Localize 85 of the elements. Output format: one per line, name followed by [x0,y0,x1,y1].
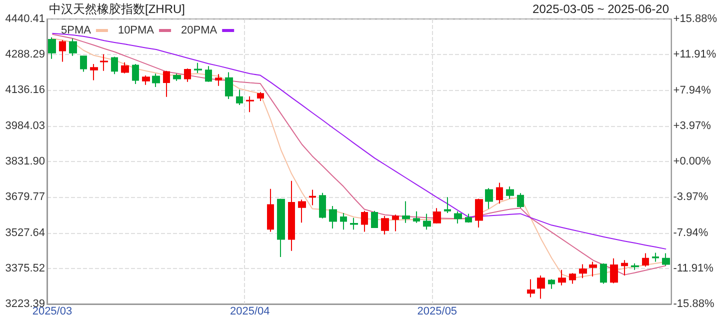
candlestick [579,264,587,279]
y2-tick-label: +0.00% [673,156,712,168]
y-tick-label: 3679.77 [5,191,45,204]
y2-tick-label: +15.88% [673,13,718,25]
y-tick-label: 3527.64 [5,226,45,239]
legend-label: 20PMA [181,24,218,36]
chart-title: 中汉天然橡胶指数[ZHRU] [49,2,185,16]
candlestick [537,275,545,300]
candlestick [485,188,493,210]
candlestick [80,55,87,72]
candlestick [90,64,98,81]
candlestick [277,198,285,258]
y2-tick-label: -3.97% [673,191,708,204]
candlestick [288,180,295,252]
candlestick [475,198,483,228]
y2-tick-label: +7.94% [673,84,712,96]
candlestick [454,210,462,224]
candlestick [631,262,639,270]
candlestick [527,278,535,298]
candlestick [298,199,306,224]
candlestick [569,272,576,284]
candlestick [142,75,150,86]
y-tick-label: 4136.16 [5,84,45,96]
candlestick [152,73,160,88]
candlestick [319,192,326,219]
y-tick-label: 4288.29 [5,48,45,61]
candlestick [163,70,170,98]
candlestick [423,213,431,230]
candlestick [246,96,254,113]
candlestick [600,262,607,284]
candlestick [236,89,243,106]
legend-label: 10PMA [118,24,155,36]
y-tick-label: 3375.52 [5,262,45,274]
candlestick [215,74,222,86]
candlestick [662,252,670,266]
x-tick-label: 2025/04 [230,306,270,318]
candlestick [340,212,347,230]
candlestick [433,208,441,224]
y-tick-label: 3984.03 [5,120,45,132]
candlestick [392,214,399,232]
y2-tick-label: +3.97% [673,120,712,132]
legend-label: 5PMA [60,24,92,36]
candlestick [558,269,566,286]
candlestick [205,66,212,82]
candlestick [413,210,420,224]
candlestick [350,217,358,230]
candlestick [465,213,472,224]
candlestick [309,189,316,206]
candlestick [517,192,524,209]
candlestick [69,38,77,56]
y2-tick-label: -7.94% [673,226,708,239]
candlestick [642,252,649,268]
y2-tick-label: -11.91% [673,262,714,274]
candlestick [173,73,181,82]
candlestick [506,186,514,200]
candlestick [121,62,129,74]
candlestick [329,205,337,229]
y-tick-label: 3831.90 [5,156,45,168]
candlestick [610,258,618,284]
y2-tick-label: +11.91% [673,48,716,61]
candlestick [59,40,66,62]
candlestick [267,188,274,232]
candlestick [225,72,233,100]
candlestick [381,216,389,236]
candlestick [132,64,139,84]
x-tick-label: 2025/03 [32,306,72,318]
y-tick-label: 4440.41 [5,13,45,25]
y2-tick-label: -15.88% [673,298,714,310]
candlestick [48,36,56,60]
candlestick [402,200,410,224]
candlestick [589,261,597,277]
candlestick [652,252,659,262]
chart-subtitle: 2025-03-05 ~ 2025-06-20 [532,2,670,16]
candlestick [371,210,378,228]
candlestick [361,210,368,232]
x-tick-label: 2025/05 [417,306,458,318]
candlestick [444,196,451,214]
candlestick [111,56,118,75]
candlestick [496,182,503,204]
candlestick [257,92,264,102]
candlestick [194,62,202,74]
candlestick [621,260,628,276]
candlestick [184,68,191,82]
candlestick [548,278,555,290]
candlestick [100,54,108,72]
